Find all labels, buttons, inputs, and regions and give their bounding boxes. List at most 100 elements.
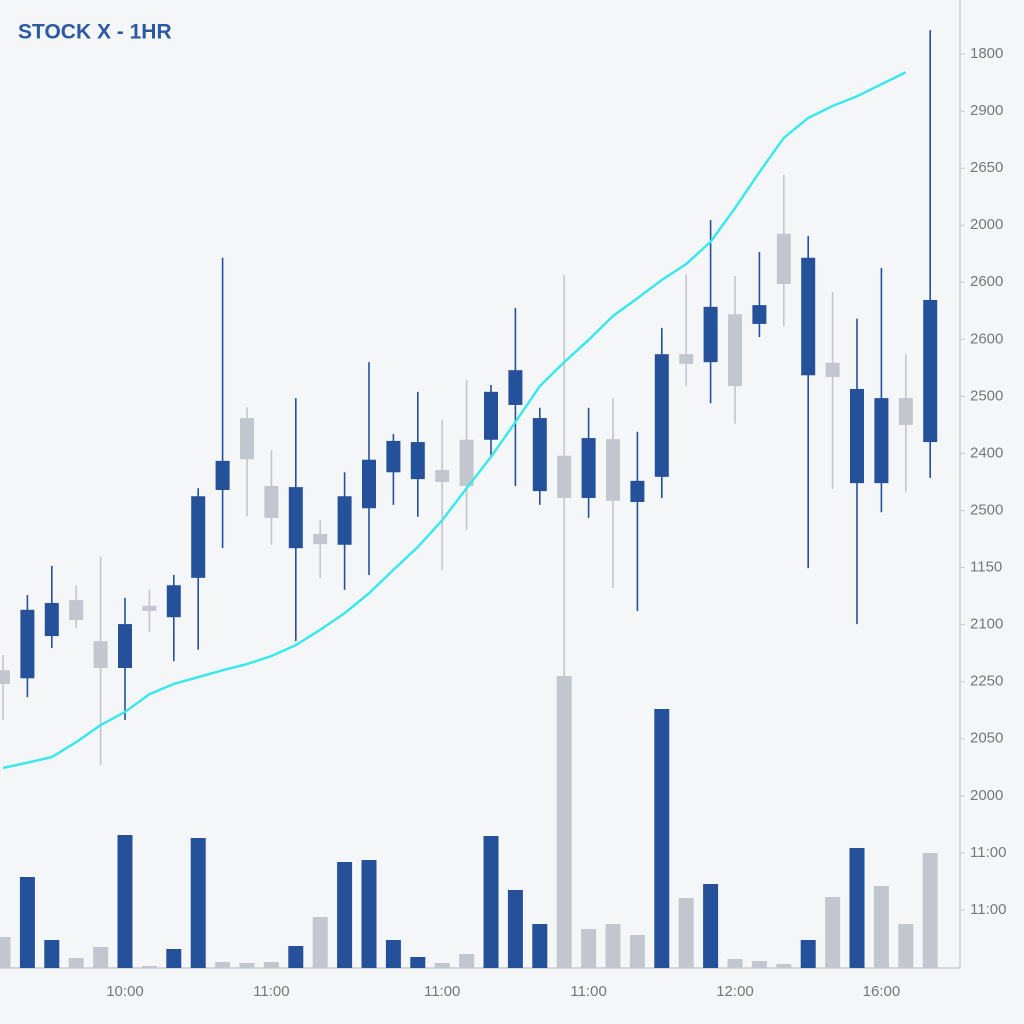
volume-bar <box>434 963 450 968</box>
y-tick-label: 2900 <box>970 102 1003 119</box>
candle-body <box>142 605 157 611</box>
volume-bar <box>410 957 426 968</box>
volume-bar <box>751 961 767 968</box>
volume-bar <box>776 964 792 968</box>
y-tick-label: 2100 <box>970 616 1003 633</box>
volume-bar <box>507 890 523 968</box>
volume-bar <box>532 924 548 968</box>
volume-bar <box>825 897 841 968</box>
candle-body <box>240 418 254 460</box>
x-tick-label: 11:00 <box>424 983 460 1000</box>
y-tick-label: 2250 <box>970 673 1003 690</box>
y-tick-label: 2400 <box>970 444 1003 461</box>
volume-bar <box>44 940 60 968</box>
chart-title: STOCK X - 1HR <box>18 21 172 44</box>
volume-bar <box>337 862 353 968</box>
candle-body <box>410 442 425 480</box>
y-tick-label: 2500 <box>970 501 1003 518</box>
y-tick-label: 2050 <box>970 730 1003 747</box>
volume-bar <box>922 853 938 968</box>
x-tick-label: 12:00 <box>716 983 754 1000</box>
candle-body <box>44 602 59 637</box>
x-tick-label: 16:00 <box>863 983 901 1000</box>
volume-bar <box>898 924 914 968</box>
volume-bar <box>239 963 255 968</box>
y-tick-label: 2000 <box>970 787 1003 804</box>
volume-bar <box>459 954 475 968</box>
volume-bar <box>19 877 35 968</box>
candle-body <box>0 670 10 684</box>
volume-bar <box>727 959 743 968</box>
candle-body <box>898 398 913 425</box>
y-tick-label: 11:00 <box>970 901 1006 918</box>
candle-body <box>728 314 742 387</box>
volume-bar <box>385 940 401 968</box>
y-tick-label: 1150 <box>970 559 1002 576</box>
volume-bar <box>263 962 279 968</box>
volume-bar <box>703 884 719 968</box>
volume-bar <box>312 917 328 968</box>
x-tick-label: 10:00 <box>106 983 144 1000</box>
candle-body <box>508 370 523 405</box>
volume-bar <box>166 949 182 968</box>
y-tick-label: 11:00 <box>970 844 1006 861</box>
y-tick-label: 2000 <box>970 216 1003 233</box>
candle-body <box>362 459 376 509</box>
candle-body <box>118 624 132 669</box>
candle-body <box>654 354 669 477</box>
x-tick-label: 11:00 <box>570 983 606 1000</box>
candle-body <box>264 485 279 518</box>
x-tick-label: 11:00 <box>253 983 289 1000</box>
candle-body <box>703 306 718 363</box>
volume-bar <box>93 947 109 968</box>
candle-body <box>288 487 303 549</box>
volume-bar <box>800 940 816 968</box>
volume-bar <box>629 935 645 968</box>
candle-body <box>557 455 572 498</box>
candle-body <box>69 600 84 621</box>
candle-body <box>825 362 840 377</box>
candle-body <box>484 391 498 440</box>
volume-bar <box>654 709 670 968</box>
candle-body <box>581 438 596 498</box>
y-tick-label: 1800 <box>970 45 1003 62</box>
candle-body <box>801 257 816 376</box>
y-tick-label: 2500 <box>970 387 1003 404</box>
candle-body <box>850 388 864 484</box>
candle-body <box>606 439 620 501</box>
y-tick-label: 2600 <box>970 273 1003 290</box>
candle-body <box>459 439 474 486</box>
candle-body <box>93 641 108 669</box>
volume-bar <box>873 886 889 968</box>
volume-bar <box>678 898 694 968</box>
candle-body <box>630 480 645 502</box>
candle-body <box>874 398 889 484</box>
candle-body <box>20 609 35 679</box>
volume-bar <box>68 958 84 968</box>
candle-body <box>337 496 352 545</box>
candle-body <box>435 470 450 482</box>
candle-body <box>679 354 694 364</box>
volume-bar <box>605 924 621 968</box>
volume-bar <box>190 838 206 968</box>
candle-body <box>532 418 547 492</box>
candle-body <box>313 533 328 545</box>
volume-bar <box>0 937 11 968</box>
candle-body <box>923 299 938 443</box>
candle-body <box>752 305 767 324</box>
candle-body <box>191 496 206 578</box>
candle-body <box>386 440 401 473</box>
candle-body <box>166 585 181 618</box>
volume-bar <box>215 962 231 968</box>
candle-body <box>776 233 791 284</box>
volume-bar <box>117 835 133 968</box>
volume-bar <box>288 946 304 968</box>
y-tick-label: 2650 <box>970 159 1003 176</box>
volume-bar <box>581 929 597 968</box>
moving-average <box>2 71 907 770</box>
volume-bar <box>141 966 157 968</box>
volume-bar <box>361 860 377 968</box>
